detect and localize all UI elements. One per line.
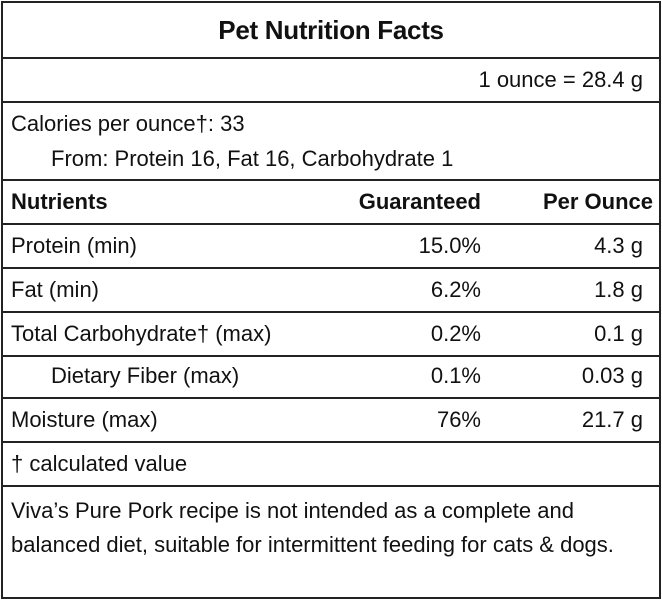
table-row: Moisture (max) 76% 21.7 g xyxy=(3,399,659,443)
header-per-ounce: Per Ounce xyxy=(542,189,653,214)
panel-title: Pet Nutrition Facts xyxy=(3,3,659,59)
calories-per-ounce: Calories per ounce†: 33 xyxy=(11,111,245,136)
nutrient-per-ounce: 21.7 g xyxy=(581,407,643,432)
nutrient-guaranteed: 0.1% xyxy=(430,363,481,388)
nutrient-name: Protein (min) xyxy=(11,233,137,258)
header-guaranteed: Guaranteed xyxy=(358,189,481,214)
nutrient-per-ounce: 0.03 g xyxy=(581,363,643,388)
table-row: Total Carbohydrate† (max) 0.2% 0.1 g xyxy=(3,313,659,357)
calories-section: Calories per ounce†: 33 From: Protein 16… xyxy=(3,103,659,181)
nutrient-per-ounce: 1.8 g xyxy=(594,277,643,302)
nutrient-guaranteed: 76% xyxy=(436,407,481,432)
nutrient-guaranteed: 15.0% xyxy=(418,233,481,258)
feeding-statement: Viva’s Pure Pork recipe is not intended … xyxy=(11,498,614,557)
header-nutrients: Nutrients xyxy=(11,189,108,214)
nutrient-name: Total Carbohydrate† (max) xyxy=(11,321,272,346)
table-row: Fat (min) 6.2% 1.8 g xyxy=(3,269,659,313)
table-row: Dietary Fiber (max) 0.1% 0.03 g xyxy=(3,355,659,399)
nutrient-guaranteed: 6.2% xyxy=(430,277,481,302)
nutrient-per-ounce: 0.1 g xyxy=(594,321,643,346)
footnote: † calculated value xyxy=(3,443,659,487)
table-row: Protein (min) 15.0% 4.3 g xyxy=(3,225,659,269)
nutrient-name: Moisture (max) xyxy=(11,407,158,432)
table-header-row: Nutrients Guaranteed Per Ounce xyxy=(3,181,659,225)
nutrient-guaranteed: 0.2% xyxy=(430,321,481,346)
calories-breakdown: From: Protein 16, Fat 16, Carbohydrate 1 xyxy=(51,146,454,171)
serving-size: 1 ounce = 28.4 g xyxy=(3,59,659,103)
nutrient-per-ounce: 4.3 g xyxy=(594,233,643,258)
nutrient-name: Fat (min) xyxy=(11,277,99,302)
nutrient-name: Dietary Fiber (max) xyxy=(51,363,240,388)
